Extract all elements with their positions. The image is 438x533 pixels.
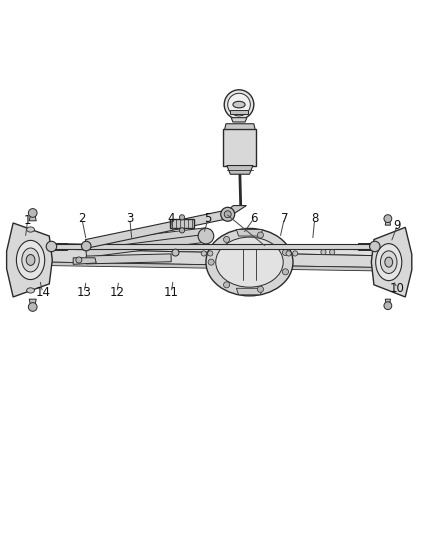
Ellipse shape: [16, 240, 45, 279]
Ellipse shape: [376, 244, 402, 281]
Circle shape: [283, 249, 289, 255]
Ellipse shape: [385, 257, 392, 267]
Ellipse shape: [216, 237, 283, 287]
Polygon shape: [230, 110, 248, 114]
Polygon shape: [231, 118, 247, 122]
Ellipse shape: [228, 93, 251, 116]
Circle shape: [221, 207, 235, 221]
Text: 6: 6: [250, 212, 258, 225]
Circle shape: [201, 251, 206, 256]
Circle shape: [180, 228, 185, 233]
Ellipse shape: [27, 288, 35, 293]
Polygon shape: [86, 235, 206, 257]
Circle shape: [46, 241, 57, 252]
Circle shape: [286, 251, 291, 256]
Ellipse shape: [22, 248, 39, 272]
Circle shape: [198, 228, 214, 244]
Circle shape: [329, 249, 335, 255]
Polygon shape: [170, 220, 194, 228]
Polygon shape: [73, 258, 96, 264]
Polygon shape: [385, 220, 391, 225]
Text: 9: 9: [394, 219, 401, 232]
Text: 5: 5: [205, 212, 212, 225]
Ellipse shape: [206, 229, 293, 296]
Circle shape: [208, 259, 214, 265]
Polygon shape: [237, 288, 262, 295]
Text: 1: 1: [24, 214, 31, 227]
Text: 13: 13: [77, 286, 92, 299]
Text: 7: 7: [280, 212, 288, 225]
Circle shape: [370, 241, 380, 252]
Text: 8: 8: [311, 212, 318, 225]
Circle shape: [283, 269, 289, 275]
Polygon shape: [86, 228, 206, 250]
Ellipse shape: [26, 255, 35, 265]
Polygon shape: [29, 214, 36, 221]
Circle shape: [258, 232, 264, 238]
Polygon shape: [86, 254, 171, 264]
Circle shape: [321, 249, 326, 255]
Circle shape: [224, 211, 231, 218]
Circle shape: [258, 286, 264, 292]
Circle shape: [76, 257, 82, 263]
Text: 2: 2: [78, 212, 86, 225]
Text: 3: 3: [126, 212, 134, 225]
Polygon shape: [51, 243, 67, 250]
Ellipse shape: [233, 101, 245, 108]
Polygon shape: [225, 124, 255, 130]
Polygon shape: [51, 244, 375, 249]
Polygon shape: [85, 210, 229, 248]
Text: 10: 10: [390, 282, 405, 295]
Polygon shape: [227, 166, 253, 174]
Ellipse shape: [27, 227, 35, 232]
Polygon shape: [237, 230, 262, 236]
Circle shape: [223, 237, 230, 243]
Polygon shape: [51, 244, 374, 256]
Circle shape: [223, 282, 230, 288]
Circle shape: [180, 215, 185, 220]
Text: 4: 4: [167, 212, 175, 225]
Circle shape: [384, 302, 392, 310]
Circle shape: [28, 303, 37, 311]
Circle shape: [384, 215, 392, 223]
Polygon shape: [51, 249, 374, 268]
Polygon shape: [29, 299, 36, 305]
Circle shape: [28, 208, 37, 217]
Circle shape: [208, 251, 213, 256]
Polygon shape: [358, 243, 375, 250]
Text: 12: 12: [109, 286, 124, 299]
Ellipse shape: [224, 90, 254, 119]
Text: 14: 14: [35, 286, 50, 299]
Text: 11: 11: [164, 286, 179, 299]
Circle shape: [81, 241, 91, 251]
Polygon shape: [7, 223, 52, 297]
Polygon shape: [385, 299, 391, 305]
Ellipse shape: [381, 251, 397, 273]
Polygon shape: [371, 228, 412, 297]
Polygon shape: [223, 130, 256, 166]
Circle shape: [293, 251, 298, 256]
Polygon shape: [223, 206, 247, 214]
Polygon shape: [51, 262, 374, 271]
Circle shape: [172, 249, 179, 256]
